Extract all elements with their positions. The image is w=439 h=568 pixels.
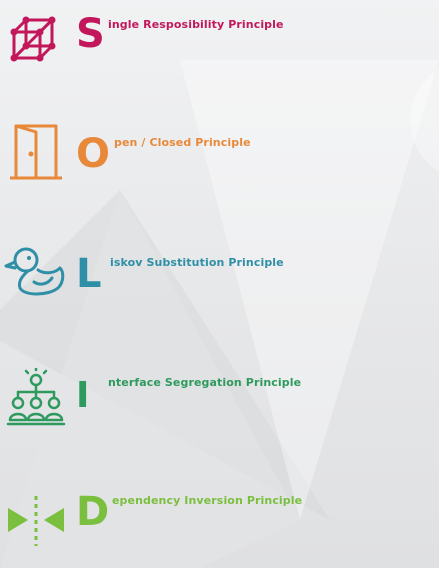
principle-letter: S bbox=[76, 11, 105, 57]
people-idea-icon bbox=[6, 368, 66, 426]
principle-row-o: O pen / Closed Principle bbox=[0, 120, 439, 190]
principle-letter: D bbox=[76, 489, 110, 535]
cube-network-icon bbox=[10, 16, 56, 62]
principle-label: pen / Closed Principle bbox=[114, 136, 251, 149]
principle-row-l: L iskov Substitution Principle bbox=[0, 240, 439, 310]
principle-row-s: S ingle Resposibility Principle bbox=[0, 10, 439, 80]
door-icon bbox=[10, 124, 62, 180]
arrows-inward-icon bbox=[8, 496, 64, 546]
principle-letter: O bbox=[76, 131, 111, 177]
principle-row-i: I nterface Segregation Principle bbox=[0, 368, 439, 438]
principle-row-d: D ependency Inversion Principle bbox=[0, 488, 439, 558]
principle-label: nterface Segregation Principle bbox=[108, 376, 302, 389]
duck-icon bbox=[4, 247, 65, 296]
principle-label: ingle Resposibility Principle bbox=[108, 18, 284, 31]
principle-letter: I bbox=[76, 375, 90, 416]
principle-label: iskov Substitution Principle bbox=[110, 256, 284, 269]
principle-label: ependency Inversion Principle bbox=[112, 494, 303, 507]
principle-letter: L bbox=[76, 251, 102, 297]
